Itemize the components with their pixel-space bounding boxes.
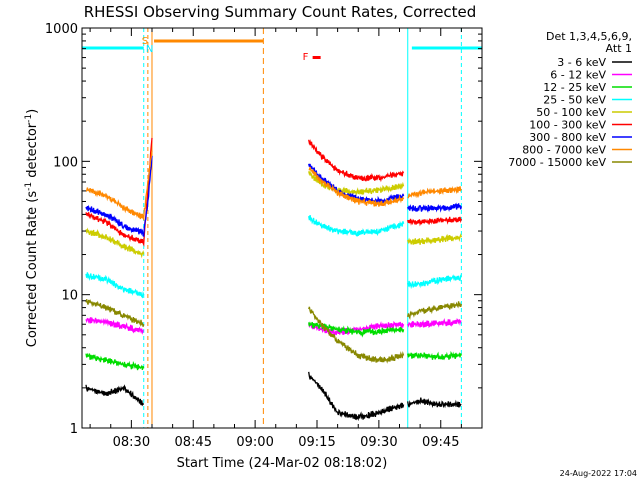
- series-line-8-seg-2: [407, 301, 463, 321]
- series-line-8-seg-0: [85, 299, 145, 327]
- series-line-4-seg-0: [85, 227, 145, 259]
- plot-frame: [81, 27, 483, 429]
- y-axis-label-sup2: -1: [24, 114, 34, 123]
- flag-n: N: [146, 44, 153, 55]
- x-axis-ticks: 08:30 08:45 09:00 09:15 09:30 09:45: [89, 28, 483, 450]
- legend-header: Att 1: [606, 42, 632, 55]
- series-line-5-seg-2: [407, 216, 463, 227]
- series-line-3-seg-2: [407, 274, 462, 290]
- chart-title: RHESSI Observing Summary Count Rates, Co…: [84, 3, 477, 21]
- series-line-7-seg-1: [308, 166, 405, 207]
- flag-f-marker: [312, 56, 321, 59]
- series-line-3-seg-0: [85, 272, 145, 299]
- series-line-0-seg-2: [407, 397, 462, 409]
- legend-label: 50 - 100 keV: [536, 106, 606, 119]
- series-line-0-seg-1: [308, 371, 405, 422]
- y-tick-label: 10: [61, 289, 78, 304]
- x-tick-label: 09:00: [236, 435, 273, 450]
- series-line-7-seg-2: [407, 185, 462, 199]
- series-line-1-seg-0: [85, 316, 145, 335]
- series-line-7-seg-0: [85, 150, 153, 222]
- legend-label: 6 - 12 keV: [550, 69, 606, 82]
- series-line-2-seg-1: [308, 321, 405, 338]
- timestamp: 24-Aug-2022 17:04: [560, 469, 637, 478]
- series-line-8-seg-1: [308, 306, 405, 364]
- x-tick-label: 09:45: [422, 435, 459, 450]
- x-axis-label: Start Time (24-Mar-02 08:18:02): [177, 456, 388, 471]
- series-line-2-seg-0: [85, 352, 145, 371]
- y-tick-label: 1: [70, 422, 78, 437]
- legend-label: 25 - 50 keV: [543, 94, 606, 107]
- y-axis-label-main: Corrected Count Rate (s: [25, 191, 40, 348]
- legend-label: 100 - 300 keV: [529, 119, 606, 132]
- series-line-0-seg-0: [85, 384, 145, 407]
- y-tick-label: 1000: [45, 22, 78, 37]
- series-line-6-seg-2: [407, 202, 463, 213]
- plot-area: SN F: [82, 28, 482, 428]
- y-axis-label-sup1: -1: [24, 182, 34, 191]
- series-line-6-seg-0: [85, 155, 153, 238]
- legend-header: Det 1,3,4,5,6,9,: [546, 30, 632, 43]
- flag-f: F: [303, 52, 309, 63]
- y-axis-label-mid: detector: [25, 122, 40, 182]
- legend-label: 3 - 6 keV: [557, 56, 606, 69]
- legend-label: 12 - 25 keV: [543, 81, 606, 94]
- y-axis-ticks: 1 10 100 1000: [45, 22, 482, 437]
- y-tick-label: 100: [53, 155, 78, 170]
- series-line-4-seg-2: [407, 233, 463, 245]
- flag-s: S: [142, 36, 148, 47]
- x-tick-label: 09:15: [298, 435, 335, 450]
- legend-label: 300 - 800 keV: [529, 131, 606, 144]
- series-line-2-seg-2: [407, 350, 463, 361]
- legend-label: 7000 - 15000 keV: [508, 156, 606, 169]
- y-axis-label-end: ): [25, 109, 40, 114]
- x-tick-label: 08:30: [113, 435, 150, 450]
- series-line-1-seg-2: [407, 317, 462, 329]
- x-tick-label: 08:45: [175, 435, 212, 450]
- series-line-3-seg-1: [308, 215, 405, 238]
- legend-label: 800 - 7000 keV: [522, 144, 606, 157]
- series-line-5-seg-0: [85, 137, 153, 247]
- x-tick-label: 09:30: [360, 435, 397, 450]
- y-axis-label: Corrected Count Rate (s-1 detector-1): [24, 109, 40, 347]
- series-line-5-seg-1: [308, 139, 405, 183]
